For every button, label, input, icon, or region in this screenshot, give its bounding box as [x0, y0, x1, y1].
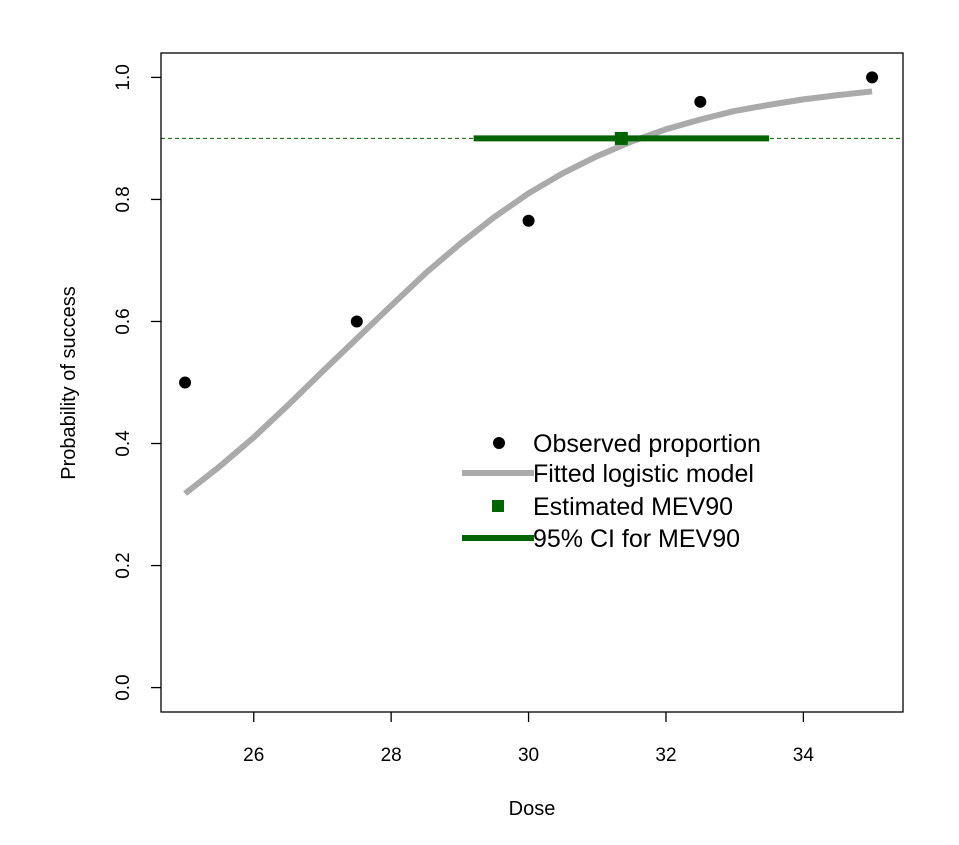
x-tick-label: 30: [518, 745, 539, 766]
legend-marker-estimated: [492, 500, 504, 512]
fitted-logistic-curve: [183, 88, 873, 496]
estimated-mev90-point: [614, 131, 628, 145]
y-tick-label: 0.8: [113, 186, 134, 212]
legend-label: Observed proportion: [533, 430, 761, 458]
legend-marker-observed: [493, 437, 505, 449]
legend-label: 95% CI for MEV90: [533, 525, 740, 553]
x-tick-label: 34: [793, 745, 815, 766]
y-axis: 0.0 0.2 0.4 0.6 0.8 1.0: [113, 64, 161, 701]
x-tick-label: 26: [243, 745, 264, 766]
y-axis-title: Probability of success: [58, 286, 80, 479]
legend-label: Estimated MEV90: [533, 493, 733, 521]
y-tick-label: 1.0: [113, 64, 134, 90]
y-tick-label: 0.0: [113, 674, 134, 700]
y-tick-label: 0.4: [113, 430, 134, 457]
observed-point: [522, 214, 535, 227]
plot-area: [161, 71, 903, 496]
observed-point: [350, 315, 363, 328]
x-axis: 26 28 30 32 34: [243, 712, 814, 766]
x-axis-title: Dose: [509, 798, 556, 820]
x-tick-label: 32: [655, 745, 676, 766]
y-tick-label: 0.2: [113, 552, 134, 578]
observed-point: [179, 376, 192, 389]
legend-label: Fitted logistic model: [533, 460, 754, 488]
y-tick-label: 0.6: [113, 308, 134, 334]
x-tick-label: 28: [381, 745, 402, 766]
observed-point: [694, 95, 707, 108]
observed-point: [866, 71, 879, 84]
plot-frame: [160, 52, 904, 713]
